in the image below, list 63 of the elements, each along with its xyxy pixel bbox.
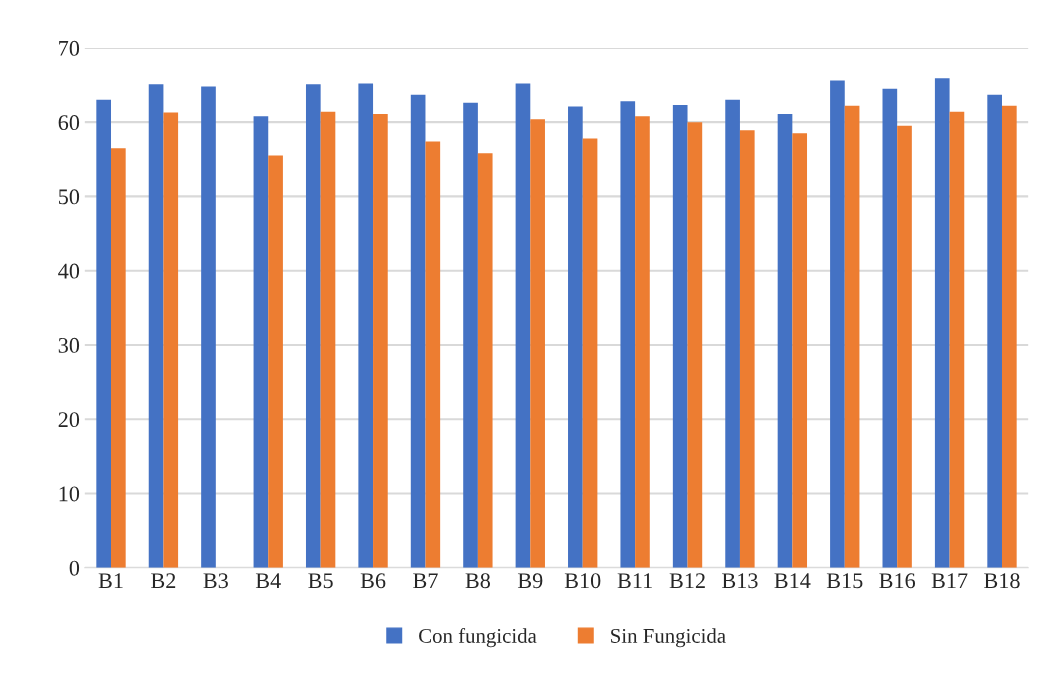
y-tick-label: 60 xyxy=(58,115,80,131)
bar xyxy=(882,88,898,568)
x-tick-label: B18 xyxy=(984,573,1020,589)
bar xyxy=(1001,105,1017,568)
x-tick-label: B13 xyxy=(722,573,758,589)
bar xyxy=(530,119,545,568)
x-tick-label: B15 xyxy=(826,573,863,589)
bar xyxy=(844,105,860,568)
bar xyxy=(305,84,321,568)
bar xyxy=(568,106,583,568)
x-tick-label: B12 xyxy=(669,573,705,589)
bar xyxy=(320,111,336,568)
bar xyxy=(358,83,374,568)
bar xyxy=(163,112,179,568)
x-tick-label: B10 xyxy=(564,573,601,589)
bar xyxy=(792,133,808,568)
bar xyxy=(934,78,950,568)
y-tick-label: 30 xyxy=(58,337,80,353)
x-tick-label: B8 xyxy=(465,573,490,589)
x-tick-label: B9 xyxy=(517,573,543,589)
bar xyxy=(201,86,216,568)
bar xyxy=(725,99,740,568)
y-tick-label: 50 xyxy=(59,189,80,205)
bar xyxy=(987,94,1002,568)
bar xyxy=(672,105,688,568)
bar xyxy=(949,111,965,568)
bar xyxy=(739,130,755,568)
bar xyxy=(463,102,478,568)
x-tick-label: B5 xyxy=(308,573,333,589)
bar xyxy=(410,94,426,568)
bar xyxy=(897,125,912,568)
legend-label: Sin Fungicida xyxy=(611,628,726,648)
x-tick-label: B17 xyxy=(931,573,968,589)
x-tick-label: B16 xyxy=(879,573,916,589)
bar xyxy=(620,101,636,568)
legend-label: Con fungicida xyxy=(419,628,537,648)
bar xyxy=(148,84,164,568)
bar xyxy=(582,138,598,568)
y-tick-label: 40 xyxy=(58,263,80,279)
bar xyxy=(96,99,112,568)
bar xyxy=(777,113,793,568)
bar xyxy=(425,141,441,568)
x-tick-label: B7 xyxy=(413,573,438,589)
x-tick-label: B14 xyxy=(774,573,811,589)
x-tick-label: B1 xyxy=(98,573,123,589)
bar xyxy=(268,155,283,568)
x-tick-label: B3 xyxy=(203,573,228,589)
x-tick-label: B6 xyxy=(360,573,386,589)
bar xyxy=(111,148,126,568)
y-tick-label: 10 xyxy=(59,486,80,502)
bar xyxy=(635,116,650,568)
y-tick-label: 20 xyxy=(58,412,80,428)
bar xyxy=(477,153,493,568)
y-tick-label: 0 xyxy=(69,560,80,576)
x-tick-label: B11 xyxy=(617,573,652,589)
bar xyxy=(830,80,845,568)
bar xyxy=(687,122,703,568)
bar xyxy=(373,113,388,568)
x-tick-label: B4 xyxy=(255,573,281,589)
bar xyxy=(253,116,269,568)
bar xyxy=(515,83,531,568)
x-tick-label: B2 xyxy=(151,573,176,589)
y-tick-label: 70 xyxy=(59,40,80,56)
